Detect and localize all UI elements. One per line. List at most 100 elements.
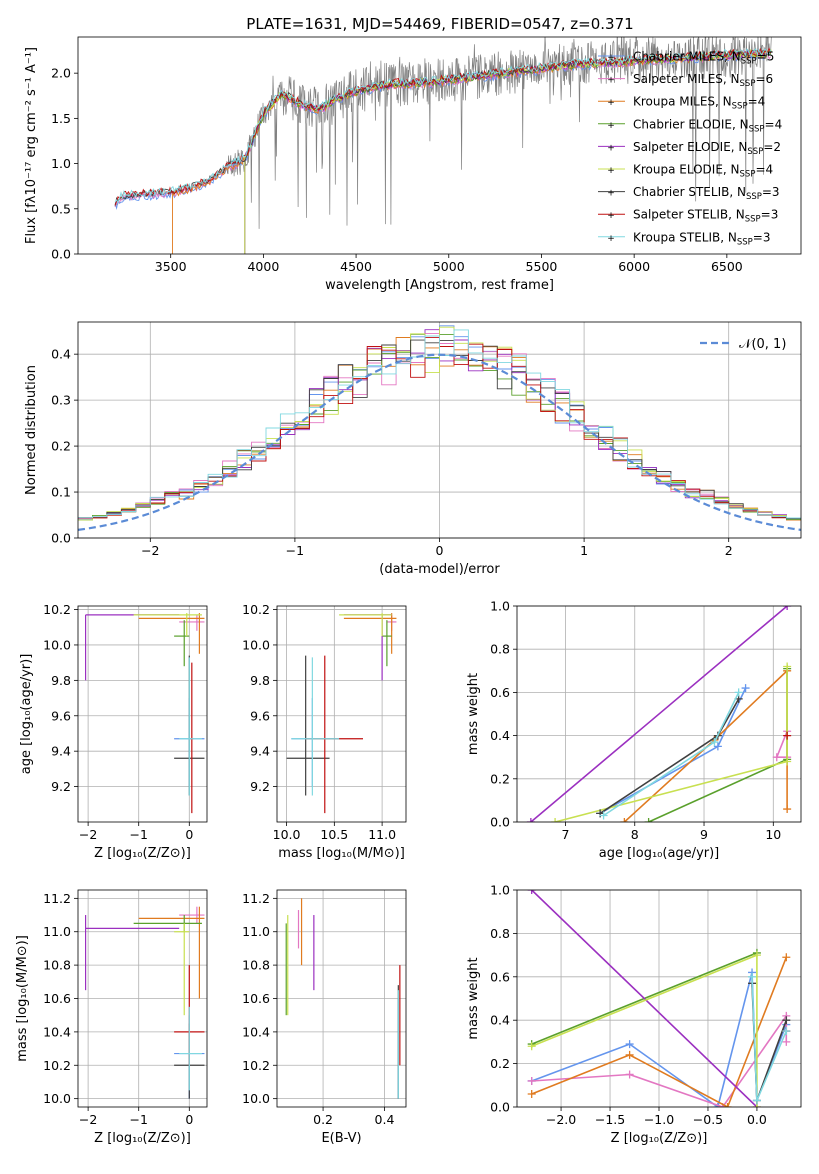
- y-tick-label: 2.0: [51, 66, 71, 81]
- legend-marker: +: [607, 189, 615, 199]
- legend-label: Chabrier ELODIE, NSSP=4: [633, 117, 782, 134]
- y-tick-label: 10.6: [43, 991, 71, 1006]
- spectrum-legend: + Chabrier MILES, NSSP=5 + Salpeter MILES, …: [598, 50, 782, 247]
- y-tick-label: 10.0: [43, 637, 71, 652]
- x-tick-label: −1: [129, 827, 147, 842]
- y-axis-label: mass [log₁₀(M/M⊙)]: [15, 935, 30, 1062]
- legend-label: Kroupa STELIB, NSSP=3: [633, 230, 771, 247]
- legend-label: Salpeter STELIB, NSSP=3: [633, 208, 778, 225]
- mass-weight-point: [772, 753, 781, 762]
- y-tick-label: 10.2: [43, 1058, 71, 1073]
- y-tick-label: 0.0: [490, 815, 510, 830]
- mass-weight-line: [530, 606, 788, 822]
- y-tick-label: 10.4: [43, 1024, 71, 1039]
- mass-weight-point: [782, 953, 791, 962]
- mass-weight-point: [752, 951, 761, 960]
- mass-weight-point: [599, 811, 608, 820]
- y-tick-label: 10.2: [242, 602, 270, 617]
- x-tick-label: −2.0: [546, 1112, 576, 1127]
- x-axis-label: mass [log₁₀(M/M⊙)]: [278, 846, 405, 861]
- y-tick-label: 9.4: [250, 744, 270, 759]
- y-tick-label: 9.6: [250, 708, 270, 723]
- figure-title: PLATE=1631, MJD=54469, FIBERID=0547, z=0…: [246, 15, 633, 33]
- x-tick-label: 7: [562, 827, 570, 842]
- x-tick-label: 6000: [618, 259, 650, 274]
- y-tick-label: 0.2: [51, 439, 71, 454]
- panel-mass-weight-vs-age: 7 8 9 10 0.0 0.2 0.4 0.6 0.8 1.0 age [log₁₀(age/yr…: [466, 599, 802, 861]
- mass-weight-point: [527, 1042, 536, 1051]
- legend-label: Chabrier MILES, NSSP=5: [633, 50, 774, 67]
- x-tick-label: 9: [700, 827, 708, 842]
- residual-histogram: [78, 329, 801, 519]
- legend-marker: +: [607, 121, 615, 131]
- x-tick-label: 4000: [247, 259, 279, 274]
- legend-label: 𝒩(0, 1): [739, 337, 786, 352]
- panel-mass-weight-vs-Z: −2.0 −1.5 −1.0 −0.5 0.0 0.0 0.2 0.4 0.6 0.8 1.0 Z […: [466, 883, 802, 1146]
- y-tick-label: 9.8: [250, 673, 270, 688]
- legend-marker: +: [607, 76, 615, 86]
- panel-mass-vs-Z: −2 −1 0 10.0 10.2 10.4 10.6 10.8 11.0 11.2 Z [log₁…: [15, 889, 208, 1146]
- y-tick-label: 9.4: [51, 744, 71, 759]
- x-tick-label: −2: [79, 1112, 97, 1127]
- x-tick-label: 1: [580, 543, 588, 558]
- x-axis-label: wavelength [Angstrom, rest frame]: [325, 278, 554, 293]
- x-tick-label: 10: [765, 827, 781, 842]
- legend-label: Kroupa ELODIE, NSSP=4: [633, 163, 773, 180]
- y-tick-label: 11.0: [43, 924, 71, 939]
- y-tick-label: 9.8: [51, 673, 71, 688]
- x-tick-label: 2: [725, 543, 733, 558]
- normal-curve: [78, 353, 801, 531]
- axes-frame: [276, 605, 407, 823]
- y-tick-label: 0.0: [490, 1100, 510, 1115]
- y-tick-label: 10.2: [43, 602, 71, 617]
- panel-age-vs-Z: −2 −1 0 9.2 9.4 9.6 9.8 10.0 10.2 Z [log₁₀(Z/Z⊙)]…: [19, 602, 208, 861]
- x-tick-label: 3500: [155, 259, 187, 274]
- panel-spectrum: 3500 4000 4500 5000 5500 6000 6500 0.0 0.5 1.0 1.5…: [24, 36, 802, 293]
- mass-weight-point: [783, 731, 792, 740]
- mass-weight-point: [710, 738, 719, 747]
- x-tick-label: 0.0: [747, 1112, 767, 1127]
- panel-residuals: −2 −1 0 1 2 0.0 0.1 0.2 0.3 0.4 (data-model)/error…: [24, 321, 802, 577]
- mass-weight-point: [625, 1050, 634, 1059]
- mass-weight-point: [783, 805, 792, 814]
- y-tick-label: 0.8: [490, 642, 510, 657]
- mass-weight-point: [527, 1076, 536, 1085]
- mass-weight-point: [782, 1016, 791, 1025]
- y-tick-label: 9.2: [51, 779, 71, 794]
- y-axis-label: age [log₁₀(age/yr)]: [19, 654, 34, 775]
- model-spectrum-line: [114, 47, 772, 204]
- x-tick-label: −2: [141, 543, 159, 558]
- x-axis-label: age [log₁₀(age/yr)]: [599, 846, 720, 861]
- y-tick-label: 10.0: [43, 1091, 71, 1106]
- mass-weight-point: [748, 972, 757, 981]
- mass-weight-point: [752, 1096, 761, 1105]
- y-tick-label: 0.2: [490, 1056, 510, 1071]
- plot-area: [286, 613, 397, 814]
- axes-frame: [516, 605, 802, 823]
- panel-mass-vs-EBV: 0.2 0.4 10.0 10.2 10.4 10.6 10.8 11.0 11.2 E(B-V): [242, 889, 407, 1146]
- mass-weight-point: [783, 606, 792, 610]
- y-tick-label: 10.2: [242, 1058, 270, 1073]
- y-tick-label: 0.0: [51, 531, 71, 546]
- mass-weight-point: [713, 742, 722, 751]
- x-tick-label: −0.5: [693, 1112, 723, 1127]
- axes-frame: [276, 889, 407, 1108]
- x-tick-label: 5000: [433, 259, 465, 274]
- mass-weight-point: [723, 1103, 732, 1107]
- x-tick-label: 8: [631, 827, 639, 842]
- y-tick-label: 10.4: [242, 1024, 270, 1039]
- mass-weight-point: [734, 688, 743, 697]
- y-tick-label: 9.2: [250, 779, 270, 794]
- x-tick-label: 0: [185, 827, 193, 842]
- mass-weight-point: [625, 1070, 634, 1079]
- x-tick-label: 0.4: [375, 1112, 395, 1127]
- y-tick-label: 11.2: [242, 891, 270, 906]
- y-tick-label: 10.8: [242, 958, 270, 973]
- y-tick-label: 10.0: [242, 637, 270, 652]
- y-tick-label: 9.6: [51, 708, 71, 723]
- legend-label: Kroupa MILES, NSSP=4: [633, 95, 765, 112]
- x-tick-label: −1: [286, 543, 304, 558]
- y-tick-label: 1.0: [51, 156, 71, 171]
- mass-weight-point: [713, 1103, 722, 1107]
- y-tick-label: 0.0: [51, 247, 71, 262]
